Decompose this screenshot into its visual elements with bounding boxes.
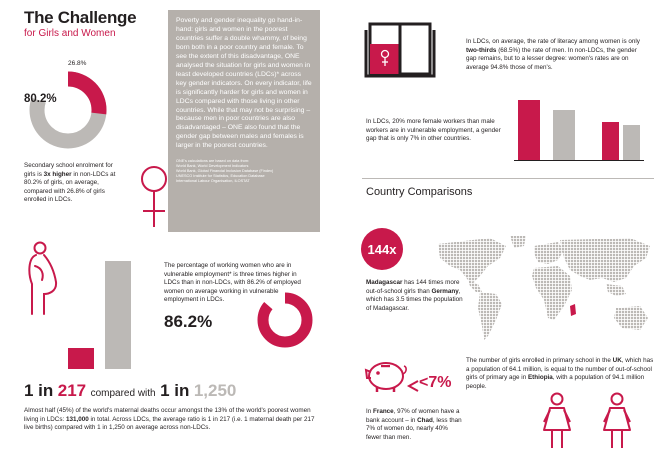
nonldc-value-label: 26.8% xyxy=(68,60,87,67)
donut-chart-icon xyxy=(29,71,107,149)
intro-paragraph: Poverty and gender inequality go hand-in… xyxy=(176,17,312,150)
workers-text: In LDCs, 20% more female workers than ma… xyxy=(366,118,501,143)
madagascar-text: Madagascar has 144 times more out-of-sch… xyxy=(366,279,463,312)
workers-bar xyxy=(553,110,575,160)
vuln-bar-ldc xyxy=(68,348,94,369)
workers-bar xyxy=(623,125,640,160)
secondary-school-text: Secondary school enrolment for girls is … xyxy=(24,162,116,204)
page-title: The Challenge xyxy=(24,8,137,27)
uk-text: The number of girls enrolled in primary … xyxy=(466,357,654,390)
piggy-bank-icon xyxy=(364,362,407,392)
vulnerable-donut xyxy=(257,292,313,348)
book-icon xyxy=(364,22,436,78)
female-symbol-icon xyxy=(141,166,167,227)
page-subtitle: for Girls and Women xyxy=(24,28,116,39)
world-map-icon xyxy=(438,236,650,340)
arrow-left-icon xyxy=(406,380,419,392)
intro-sources: ONE's calculations are based on data fro… xyxy=(176,159,312,184)
workers-bar xyxy=(602,121,619,160)
france-text: In France, 97% of women have a bank acco… xyxy=(366,408,462,441)
literacy-text: In LDCs, on average, the rate of literac… xyxy=(466,38,640,71)
workers-bar xyxy=(518,100,540,160)
country-comparisons-heading: Country Comparisons xyxy=(366,186,473,198)
bank-account-badge: <7% xyxy=(419,374,452,391)
source-line: World Bank, Global Financial Inclusion D… xyxy=(176,169,274,174)
vulnerable-employment-text: The percentage of working women who are … xyxy=(164,262,301,304)
madagascar-badge: 144x xyxy=(361,228,403,270)
girl-figure-icon xyxy=(603,392,631,448)
vuln-bar-nonldc xyxy=(105,261,131,369)
pregnant-woman-icon xyxy=(28,241,58,315)
source-line: ONE's calculations are based on data fro… xyxy=(176,159,250,164)
source-line: International Labour Organisation, ILOST… xyxy=(176,179,250,184)
vulnerable-employment-value: 86.2% xyxy=(164,312,213,331)
ldc-value-label: 80.2% xyxy=(24,93,57,105)
workers-bars xyxy=(514,96,654,161)
intro-box: Poverty and gender inequality go hand-in… xyxy=(168,10,320,232)
axis-line xyxy=(514,160,644,161)
source-line: World Bank, World Development Indicators xyxy=(176,164,249,169)
maternal-text: Almost half (45%) of the world's materna… xyxy=(24,407,315,432)
section-divider xyxy=(362,178,654,179)
maternal-ratio: 1 in 217 compared with 1 in 1,250 xyxy=(24,381,237,400)
source-line: UNESCO Institute for Statistics, Educati… xyxy=(176,174,265,179)
girl-figure-icon xyxy=(543,392,571,448)
